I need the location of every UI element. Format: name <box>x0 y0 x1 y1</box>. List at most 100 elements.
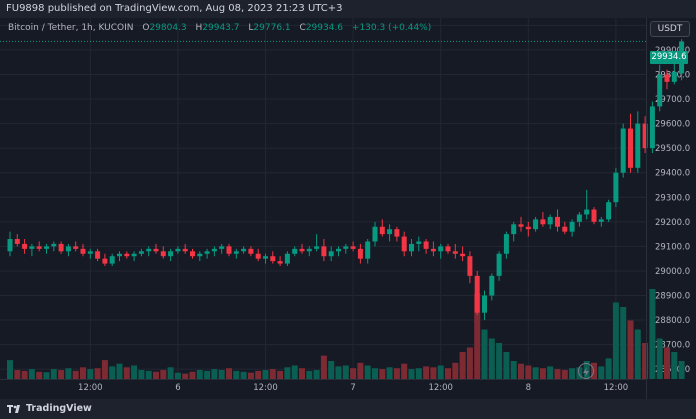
volume-bar <box>21 370 28 379</box>
volume-bar <box>561 370 568 379</box>
volume-bar <box>328 361 335 379</box>
volume-bar <box>101 360 108 379</box>
candle-body <box>7 239 13 252</box>
volume-bar <box>291 365 298 379</box>
volume-bar <box>87 369 94 379</box>
volume-bar <box>182 373 189 379</box>
candle-body <box>525 226 531 230</box>
candle-body <box>109 256 115 264</box>
volume-bar <box>532 367 539 379</box>
volume-bar <box>313 370 320 379</box>
y-tick-label: 29900.0 <box>655 46 690 56</box>
candle-body <box>168 251 174 257</box>
volume-bar <box>123 367 130 379</box>
x-tick-label: 6 <box>175 383 180 393</box>
volume-bar <box>459 352 466 379</box>
tradingview-logo-icon[interactable] <box>7 404 23 414</box>
candle-body <box>248 248 254 254</box>
candle-body <box>175 248 181 252</box>
candle-body <box>555 216 560 227</box>
y-tick-label: 29600.0 <box>655 120 690 130</box>
footer-bar <box>0 399 696 419</box>
volume-bar <box>452 362 459 379</box>
y-tick-label: 29400.0 <box>655 169 690 179</box>
close-label: C <box>299 23 306 33</box>
replay-lightning-icon[interactable] <box>578 363 594 379</box>
volume-bar <box>350 368 357 379</box>
candle-body <box>138 251 144 254</box>
volume-bar <box>496 343 503 379</box>
volume-bar <box>204 370 211 379</box>
y-tick-label: 28800.0 <box>655 316 690 326</box>
volume-bar <box>488 338 495 379</box>
volume-bar <box>342 365 349 379</box>
candle-body <box>445 246 451 252</box>
volume-bar <box>80 367 86 379</box>
candle-body <box>394 229 400 237</box>
candle-body <box>372 226 378 242</box>
symbol-label: Bitcoin / Tether, 1h, KUCOIN <box>8 23 134 33</box>
volume-bar <box>627 320 634 379</box>
x-tick-label: 12:00 <box>253 383 278 393</box>
candle-body <box>95 251 101 259</box>
volume-bar <box>218 370 225 379</box>
plot-background <box>0 18 696 399</box>
publisher-bar: FU9898 published on TradingView.com, Aug… <box>0 0 696 18</box>
volume-bar <box>386 367 393 379</box>
volume-bar <box>167 367 174 379</box>
volume-bar <box>50 369 57 379</box>
price-axis-separator <box>646 18 647 399</box>
candle-body <box>511 224 517 235</box>
volume-bar <box>116 363 123 379</box>
volume-bar <box>65 368 72 379</box>
high-value: 29943.7 <box>202 23 240 33</box>
candle-body <box>36 246 42 249</box>
high-label: H <box>195 23 203 33</box>
volume-bar <box>226 368 232 379</box>
volume-bar <box>306 370 313 379</box>
volume-bar <box>160 370 167 379</box>
y-tick-label: 28700.0 <box>655 341 690 351</box>
candle-body <box>416 241 422 244</box>
volume-bar <box>372 368 378 379</box>
x-tick-label: 7 <box>350 383 355 393</box>
currency-button[interactable]: USDT <box>650 21 690 37</box>
candle-body <box>576 214 582 222</box>
volume-bar <box>7 360 13 379</box>
low-value: 29776.1 <box>253 23 291 33</box>
volume-bar <box>28 369 35 379</box>
volume-bar <box>401 363 408 379</box>
volume-bar <box>233 370 240 379</box>
candle-body <box>496 253 502 276</box>
candle-body <box>562 226 568 232</box>
candle-body <box>518 224 524 227</box>
volume-bar <box>335 366 342 379</box>
candle-body <box>124 253 130 257</box>
candle-body <box>584 209 590 215</box>
candle-body <box>642 123 648 149</box>
volume-bar <box>525 365 532 379</box>
volume-bar <box>94 368 101 379</box>
candle-body <box>321 246 327 257</box>
candle-body <box>540 219 546 225</box>
volume-bar <box>72 370 79 379</box>
volume-bar <box>299 368 305 379</box>
candle-body <box>270 256 276 262</box>
candle-body <box>474 275 480 313</box>
candle-body <box>452 251 458 254</box>
x-tick-label: 12:00 <box>428 383 453 393</box>
candle-body <box>102 258 108 264</box>
candle-body <box>649 106 655 149</box>
price-chart[interactable]: 28600.028700.028800.028900.029000.029100… <box>0 18 696 399</box>
chart-area[interactable]: 28600.028700.028800.028900.029000.029100… <box>0 18 696 399</box>
volume-bar <box>269 369 276 379</box>
candle-body <box>503 234 509 254</box>
volume-bar <box>503 352 510 379</box>
candle-body <box>657 74 663 107</box>
close-value: 29934.6 <box>305 23 344 33</box>
tradingview-brand[interactable]: TradingView <box>26 403 92 414</box>
volume-bar <box>277 370 284 379</box>
candle-body <box>226 246 232 254</box>
candle-body <box>284 253 290 264</box>
candle-body <box>22 243 28 249</box>
